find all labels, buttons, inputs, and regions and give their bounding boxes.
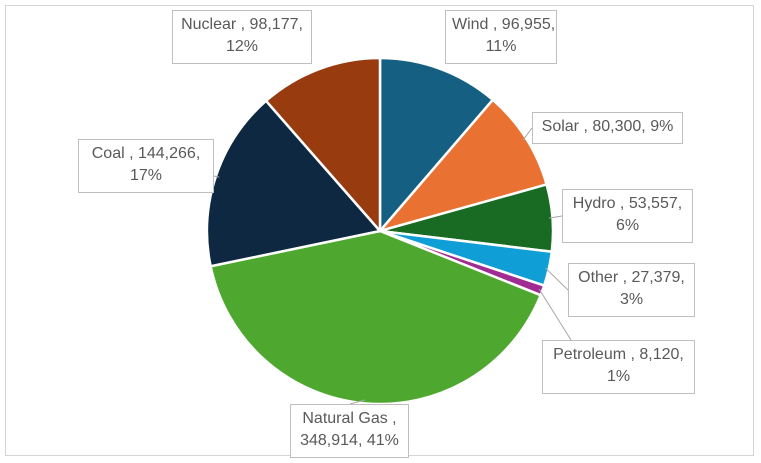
data-label-wind: Wind , 96,955, 11%	[445, 10, 557, 64]
label-natural-gas-name: Natural Gas ,	[302, 410, 397, 427]
leader-line-petroleum	[538, 288, 572, 341]
label-coal-name: Coal ,	[91, 145, 134, 162]
label-natural-gas-value: 348,914,	[300, 432, 363, 449]
label-wind-value: 96,955,	[501, 16, 556, 33]
data-label-coal: Coal , 144,266, 17%	[78, 139, 214, 193]
label-hydro-percent: 6%	[615, 217, 640, 234]
data-label-natural-gas: Natural Gas , 348,914, 41%	[290, 404, 409, 458]
label-wind-percent: 11%	[485, 38, 517, 55]
label-petroleum-value: 8,120,	[639, 346, 684, 363]
label-solar-percent: 9%	[650, 118, 674, 135]
leader-line-other	[545, 267, 569, 291]
pie-slice-nuclear	[264, 56, 382, 233]
label-solar-value: 80,300,	[592, 118, 646, 135]
label-natural-gas-percent: 41%	[366, 432, 399, 449]
label-hydro-name: Hydro ,	[572, 195, 625, 212]
label-coal-percent: 17%	[129, 167, 163, 184]
leader-line-natural-gas	[349, 399, 366, 405]
label-wind-name: Wind ,	[452, 16, 498, 33]
label-nuclear-percent: 12%	[225, 38, 259, 55]
label-hydro-value: 53,557,	[628, 195, 683, 212]
leader-line-hydro	[548, 215, 563, 219]
label-solar-name: Solar ,	[541, 118, 588, 135]
data-label-other: Other , 27,379, 3%	[568, 263, 695, 317]
leader-line-solar	[522, 127, 533, 141]
data-label-hydro: Hydro , 53,557, 6%	[562, 189, 693, 243]
label-petroleum-name: Petroleum ,	[553, 346, 635, 363]
label-nuclear-name: Nuclear ,	[181, 16, 246, 33]
leader-line-coal	[213, 175, 220, 178]
label-coal-value: 144,266,	[137, 145, 201, 162]
label-petroleum-percent: 1%	[606, 368, 631, 385]
data-label-nuclear: Nuclear , 98,177, 12%	[172, 10, 312, 64]
label-other-name: Other ,	[578, 269, 628, 286]
data-label-solar: Solar , 80,300, 9%	[532, 112, 683, 144]
label-other-value: 27,379,	[631, 269, 685, 286]
data-label-petroleum: Petroleum , 8,120, 1%	[542, 340, 695, 394]
label-nuclear-value: 98,177,	[249, 16, 303, 33]
pie-slice-wind	[378, 56, 495, 233]
pie-slice-natural-gas	[209, 229, 542, 406]
label-other-percent: 3%	[619, 291, 644, 308]
pie-slice-solar	[378, 98, 548, 233]
